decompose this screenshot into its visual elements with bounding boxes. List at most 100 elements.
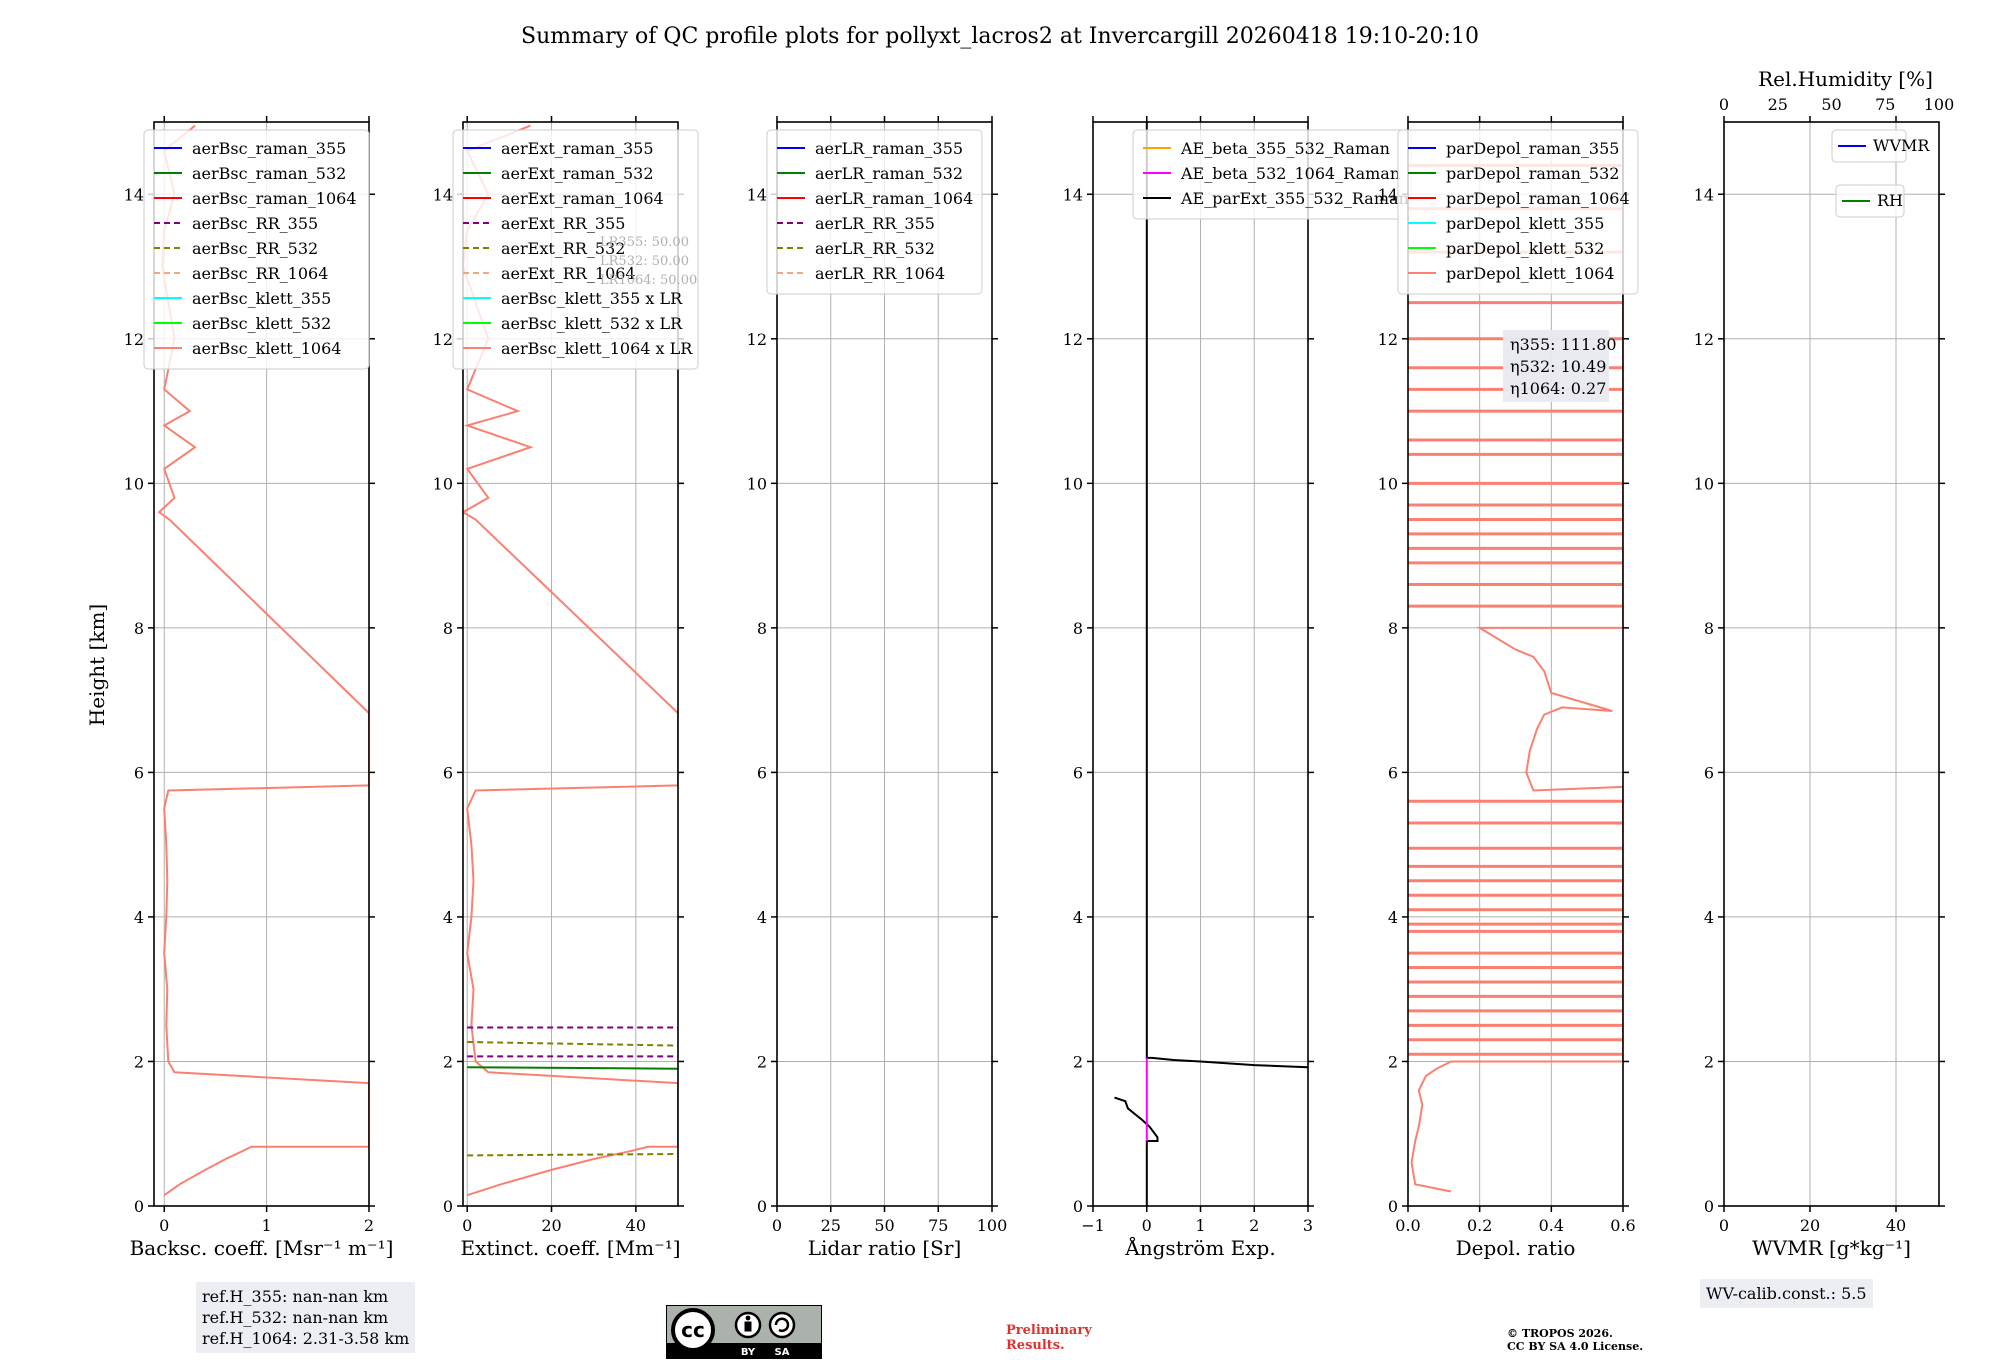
series-group-ae (1114, 122, 1308, 1206)
ytick-label: 4 (1073, 908, 1083, 927)
ytick-label: 8 (443, 619, 453, 638)
legend-label: parDepol_klett_1064 (1446, 264, 1615, 283)
ytick-label: 14 (433, 185, 453, 204)
ytick-label: 6 (757, 763, 767, 782)
ytick-label: 12 (747, 330, 767, 349)
ytick-label: 6 (443, 763, 453, 782)
xtick-label: 50 (874, 1216, 894, 1235)
legend-label: aerLR_raman_1064 (815, 189, 973, 208)
legend-label: aerExt_RR_355 (501, 214, 625, 233)
ytick-label: 2 (1704, 1052, 1714, 1071)
axes-frame-wv (1723, 121, 1940, 1207)
ytick-label: 12 (1063, 330, 1083, 349)
ytick-label: 14 (747, 185, 767, 204)
xaxis-label-wv: WVMR [g*kg⁻¹] (1752, 1236, 1911, 1260)
ytick-label: 6 (134, 763, 144, 782)
cc-license-badge: cc BY SA (666, 1305, 822, 1359)
cc-badge-cc: cc (681, 1318, 705, 1342)
ytick-label: 12 (124, 330, 144, 349)
legend-label: AE_beta_355_532_Raman (1180, 139, 1390, 158)
ref-height-532: ref.H_532: nan-nan km (202, 1308, 389, 1327)
series-line-ext-5 (467, 1153, 678, 1157)
ytick-label: 0 (1388, 1197, 1398, 1216)
legend-label-wvmr: WVMR (1873, 136, 1930, 155)
ref-height-355: ref.H_355: nan-nan km (202, 1287, 389, 1306)
ytick-label: 12 (1694, 330, 1714, 349)
series-line-depol-0 (1410, 125, 1623, 1193)
legend-label: AE_parExt_355_532_Raman (1180, 189, 1409, 208)
xtick-label: 0.4 (1539, 1216, 1564, 1235)
legend-label: aerLR_raman_355 (815, 139, 963, 158)
xtick-label: 2 (1249, 1216, 1259, 1235)
ytick-label: 12 (433, 330, 453, 349)
xtick-label: −1 (1081, 1216, 1105, 1235)
xtick-label: 0.2 (1467, 1216, 1492, 1235)
legend-label: aerBsc_raman_532 (192, 164, 346, 183)
xaxis-label-ae: Ångström Exp. (1124, 1235, 1275, 1260)
ytick-label: 14 (124, 185, 144, 204)
legend-label: aerBsc_raman_355 (192, 139, 346, 158)
legend-box-ext (452, 129, 699, 370)
copyright-line-2: CC BY SA 4.0 License. (1507, 1340, 1644, 1353)
ytick-label: 2 (443, 1052, 453, 1071)
ytick-label: 10 (1694, 474, 1714, 493)
xaxis-label-bsc: Backsc. coeff. [Msr⁻¹ m⁻¹] (130, 1236, 394, 1260)
ytick-label: 8 (1073, 619, 1083, 638)
top-xtick-label: 25 (1768, 95, 1788, 114)
legend-label: parDepol_klett_532 (1446, 239, 1604, 258)
xtick-label: 0 (1719, 1216, 1729, 1235)
axes-frame-bsc (153, 121, 370, 1207)
xtick-label: 2 (364, 1216, 374, 1235)
xtick-label: 1 (262, 1216, 272, 1235)
legend-label: parDepol_raman_1064 (1446, 189, 1630, 208)
legend-label: aerExt_RR_532 (501, 239, 625, 258)
ytick-label: 6 (1704, 763, 1714, 782)
xtick-label: 3 (1303, 1216, 1313, 1235)
xaxis-label-lr: Lidar ratio [Sr] (808, 1236, 962, 1260)
ytick-label: 2 (134, 1052, 144, 1071)
panel-lr: 0 2 4 6 8 10 12 14 0 25 50 75 100 Lidar ratio [Sr] aer… (747, 116, 1008, 1260)
legend-label: parDepol_raman_355 (1446, 139, 1619, 158)
legend-box-lr (766, 129, 983, 295)
legend-label: aerBsc_klett_532 x LR (501, 314, 683, 333)
legend-label: aerBsc_RR_532 (192, 239, 318, 258)
xtick-label: 100 (977, 1216, 1008, 1235)
ytick-label: 8 (757, 619, 767, 638)
legend-label: aerLR_RR_532 (815, 239, 935, 258)
lr-note-text: LR532: 50.00 (600, 254, 689, 269)
legend-box-wvmr (1831, 129, 1907, 163)
xtick-label: 20 (1800, 1216, 1820, 1235)
ytick-label: 10 (1063, 474, 1083, 493)
legend-label: aerLR_raman_532 (815, 164, 963, 183)
xtick-label: 0 (772, 1216, 782, 1235)
top-xtick-label: 50 (1821, 95, 1841, 114)
ref-height-box: ref.H_355: nan-nan km ref.H_532: nan-nan… (196, 1282, 416, 1353)
ytick-label: 4 (757, 908, 767, 927)
ytick-label: 2 (757, 1052, 767, 1071)
xaxis-label-depol: Depol. ratio (1456, 1236, 1576, 1260)
xtick-label: 0 (462, 1216, 472, 1235)
ytick-label: 0 (443, 1197, 453, 1216)
preliminary-line-2: Results. (1006, 1338, 1065, 1353)
eta-text: η355: 111.80 (1510, 335, 1617, 354)
shared-ylabel: Height [km] (85, 604, 109, 726)
ytick-label: 2 (1388, 1052, 1398, 1071)
legend-label: AE_beta_532_1064_Raman (1180, 164, 1400, 183)
ytick-label: 14 (1694, 185, 1714, 204)
legend-label: aerBsc_raman_1064 (192, 189, 357, 208)
ytick-label: 0 (134, 1197, 144, 1216)
legend-label-rh: RH (1877, 191, 1903, 210)
ytick-label: 4 (134, 908, 144, 927)
series-line-ae-1 (1114, 1096, 1159, 1206)
ytick-label: 14 (1378, 185, 1398, 204)
legend-label: aerExt_raman_1064 (501, 189, 664, 208)
xtick-label: 0.6 (1610, 1216, 1635, 1235)
xtick-label: 0.0 (1395, 1216, 1420, 1235)
eta-text: η532: 10.49 (1510, 357, 1606, 376)
top-xtick-label: 100 (1924, 95, 1955, 114)
legend-label: aerBsc_RR_1064 (192, 264, 328, 283)
